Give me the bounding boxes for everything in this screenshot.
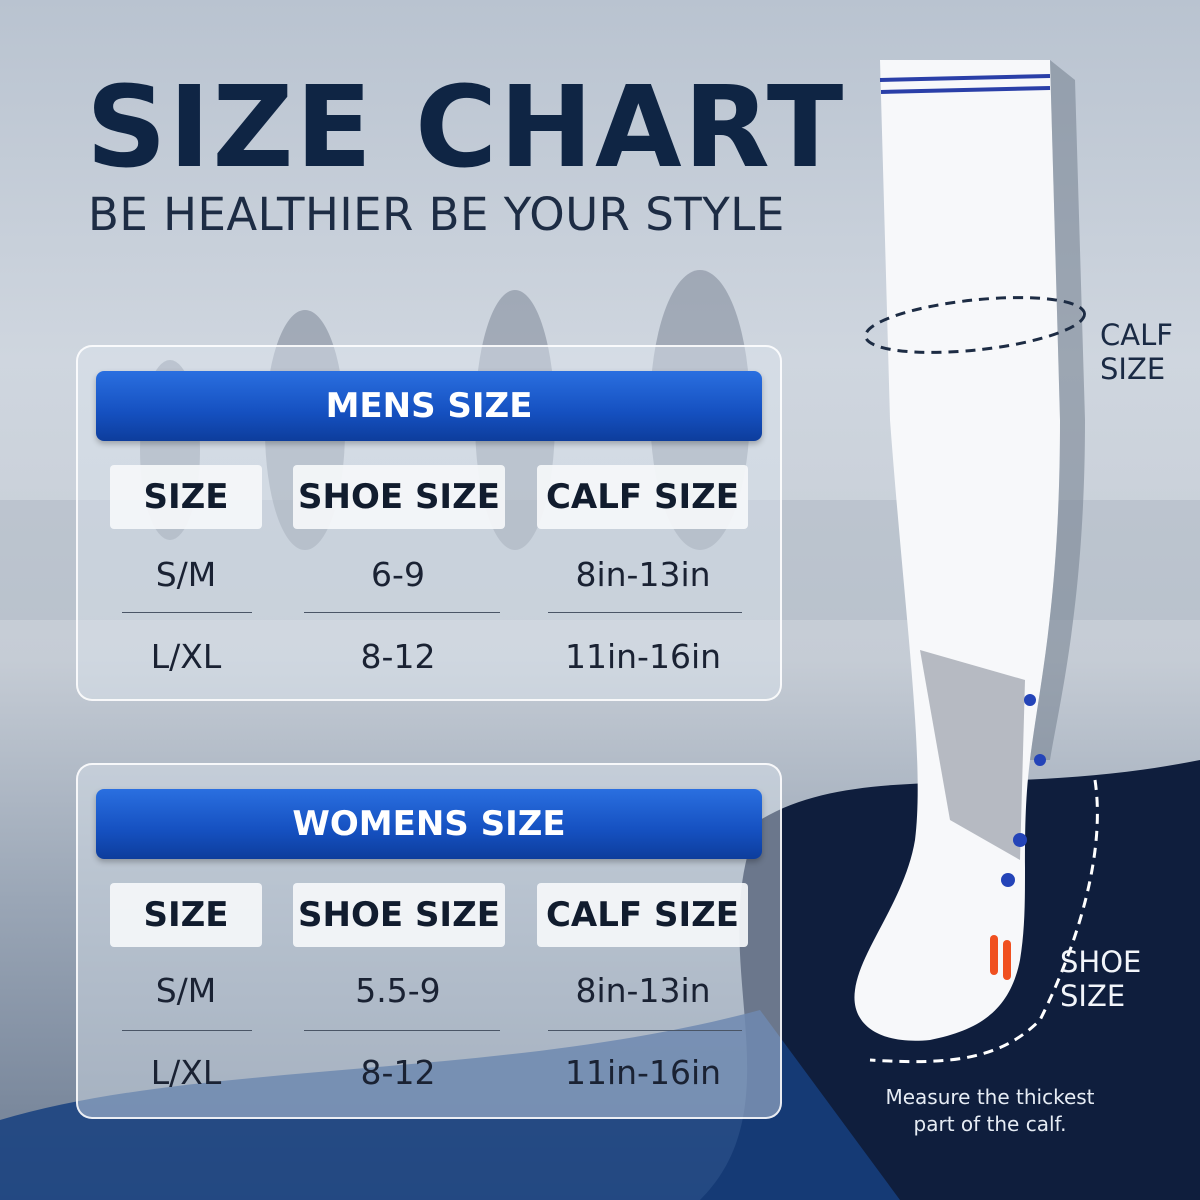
calf-size-label: CALF SIZE [1100,318,1173,386]
table-cell: S/M [155,971,217,1010]
table-cell: L/XL [150,1053,222,1092]
column-header-shoe-size: SHOE SIZE [293,883,505,947]
row-divider [122,1030,252,1031]
label-line: SIZE [1100,352,1166,386]
page-subtitle: BE HEALTHIER BE YOUR STYLE [88,188,785,241]
compression-sock-image [854,60,1099,1064]
page-title: SIZE CHART [86,63,846,193]
table-cell: 8in-13in [575,971,711,1010]
measure-note: Measure the thickest part of the calf. [860,1084,1120,1138]
note-line: part of the calf. [913,1112,1067,1136]
column-header-shoe-size: SHOE SIZE [293,465,505,529]
table-cell: 5.5-9 [355,971,441,1010]
label-line: CALF [1100,318,1173,352]
label-line: SHOE [1060,945,1142,979]
column-header-size: SIZE [110,883,262,947]
row-divider [548,612,742,613]
row-divider [304,1030,500,1031]
row-divider [548,1030,742,1031]
column-header-calf-size: CALF SIZE [537,883,748,947]
column-header-size: SIZE [110,465,262,529]
table-header: MENS SIZE [96,371,762,441]
table-cell: 6-9 [371,555,425,594]
mens-size-table: MENS SIZE SIZE SHOE SIZE CALF SIZE S/M 6… [76,345,782,701]
table-cell: 8-12 [360,637,436,676]
table-cell: 11in-16in [564,637,722,676]
table-cell: 8-12 [360,1053,436,1092]
table-cell: 11in-16in [564,1053,722,1092]
table-cell: L/XL [150,637,222,676]
table-cell: S/M [155,555,217,594]
shoe-size-label: SHOE SIZE [1060,945,1141,1013]
row-divider [304,612,500,613]
note-line: Measure the thickest [885,1085,1095,1109]
table-header: WOMENS SIZE [96,789,762,859]
womens-size-table: WOMENS SIZE SIZE SHOE SIZE CALF SIZE S/M… [76,763,782,1119]
row-divider [122,612,252,613]
table-cell: 8in-13in [575,555,711,594]
column-header-calf-size: CALF SIZE [537,465,748,529]
label-line: SIZE [1060,979,1126,1013]
